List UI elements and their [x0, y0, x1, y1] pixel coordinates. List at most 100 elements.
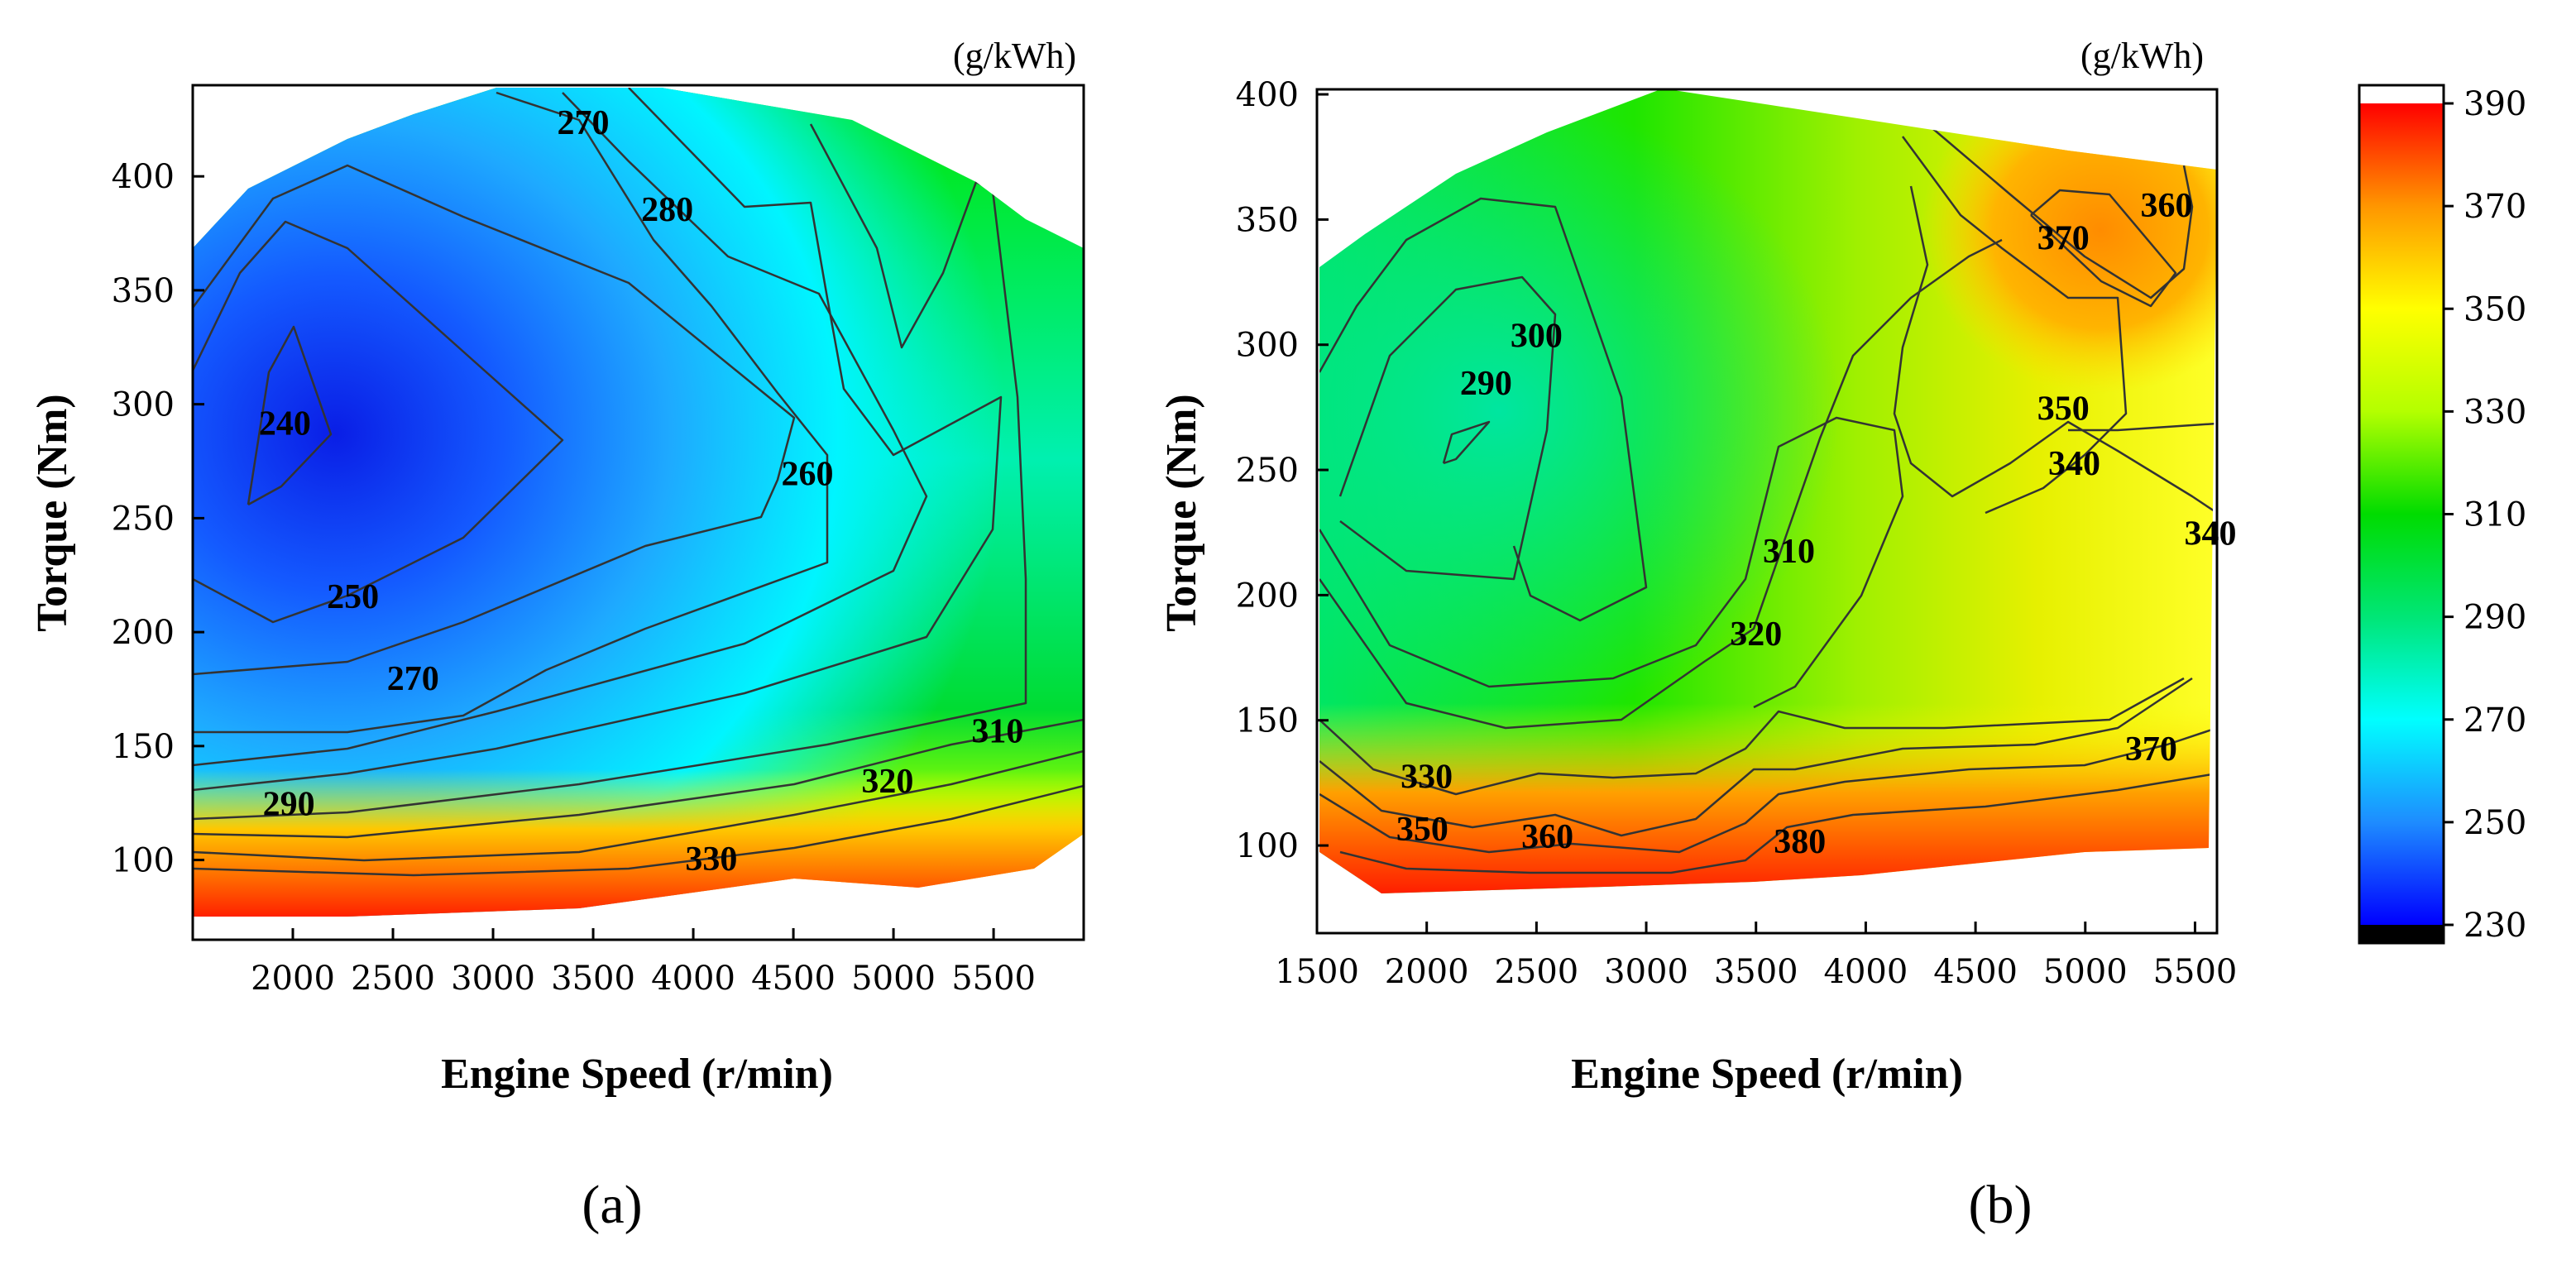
chart-b-unit-label: (g/kWh): [2080, 36, 2204, 76]
chart-a-x-tick-label: 3000: [451, 960, 535, 998]
chart-b-y-axis-label: Torque (Nm): [1158, 394, 1205, 631]
colorbar-gradient: [2359, 103, 2444, 925]
contour-b-340b: [2068, 422, 2217, 432]
colorbar-tick-label: 290: [2463, 599, 2526, 637]
contour-a-330: [193, 784, 1084, 877]
colorbar-tick-label: 310: [2463, 496, 2526, 534]
contour-b-350: [1901, 136, 2128, 515]
chart-a-y-tick-label: 300: [112, 386, 175, 424]
chart-b-x-tick-label: 2000: [1385, 953, 1469, 991]
contour-b-350b: [1319, 726, 2217, 854]
colorbar-underflow-low: [2359, 925, 2444, 943]
chart-b-frame: [1315, 88, 2219, 935]
chart-b-contour-labels: 360 370 300 290 350 340 340 310 320 330 370 350 360 3…: [1396, 187, 2237, 861]
chart-a-contour-label: 260: [782, 455, 834, 493]
chart-a-x-tick-label: 4000: [651, 960, 735, 998]
chart-a-x-tick-label: 5000: [851, 960, 936, 998]
chart-a-x-tick-label: 4500: [751, 960, 836, 998]
chart-a-x-tick-label: 2500: [351, 960, 435, 998]
colorbar-ticks: 390 370 350 330 310 290 270 250 230: [2444, 85, 2526, 945]
colorbar-overflow-high: [2359, 85, 2444, 103]
chart-b-x-tick-label: 4500: [1933, 953, 2018, 991]
chart-b-contour-label: 360: [1521, 818, 1573, 856]
chart-b-contour-label: 340: [2048, 445, 2100, 483]
colorbar-tick-label: 230: [2463, 907, 2526, 945]
chart-a-contour-label: 310: [971, 713, 1023, 751]
chart-b-y-tick-label: 250: [1236, 452, 1299, 490]
chart-b-contour-label: 350: [2037, 390, 2090, 428]
chart-a-x-tick-label: 3500: [551, 960, 635, 998]
chart-a-panel-label: (a): [582, 1175, 642, 1235]
chart-b-x-tick-label: 4000: [1824, 953, 1908, 991]
chart-b-x-tick-label: 1500: [1275, 953, 1359, 991]
chart-a-y-tick-label: 250: [112, 500, 175, 538]
colorbar-tick-label: 330: [2463, 393, 2526, 431]
chart-b-y-tick-label: 200: [1236, 577, 1299, 615]
contour-b-300: [1338, 275, 1557, 581]
colorbar-tick-label: 390: [2463, 85, 2526, 123]
chart-a-x-tick-label: 5500: [951, 960, 1036, 998]
chart-a-contour-labels: 270 280 240 260 250 270 310 320 290 330: [259, 104, 1024, 879]
chart-b-fill: [1319, 89, 2217, 893]
chart-a-y-tick-label: 150: [112, 728, 175, 766]
chart-b-x-axis-label: Engine Speed (r/min): [1571, 1051, 1963, 1098]
chart-a-fill-high-bsfc: [193, 769, 1084, 917]
contour-b-340c: [1319, 677, 2193, 837]
chart-a-y-tick-label: 200: [112, 614, 175, 652]
chart-a-fill: [193, 88, 1084, 917]
contour-a-280: [193, 92, 928, 767]
chart-b-contour-label: 310: [1763, 533, 1815, 571]
chart-b-x-tick-label: 2500: [1494, 953, 1578, 991]
colorbar-tick-label: 270: [2463, 702, 2526, 740]
chart-b-x-tick-label: 5500: [2153, 953, 2238, 991]
chart-b-panel-label: (b): [1969, 1175, 2033, 1235]
chart-a-y-tick-label: 400: [112, 158, 175, 196]
chart-a-contour-label: 290: [263, 786, 315, 824]
chart-b-contour-label: 330: [1401, 758, 1453, 796]
chart-b-x-tick-label: 3000: [1604, 953, 1688, 991]
chart-a-unit-label: (g/kWh): [953, 36, 1076, 76]
chart-b-y-tick-label: 350: [1236, 201, 1299, 239]
chart-b-y-tick-label: 100: [1236, 827, 1299, 865]
chart-a-contours: [193, 88, 1084, 877]
contour-b-360b: [1339, 772, 2217, 874]
chart-a-contour-label: 250: [327, 578, 379, 616]
chart-b-contour-label: 350: [1396, 811, 1448, 849]
chart-b-contour-label: 340: [2185, 515, 2237, 553]
chart-b-x-tick-label: 3500: [1714, 953, 1798, 991]
contour-b-290: [1442, 420, 1491, 465]
colorbar-tick-label: 350: [2463, 290, 2526, 328]
chart-a-x-ticks: 2000 2500 3000 3500 4000 4500 5000 5500: [251, 928, 1036, 998]
contour-b-340: [1893, 185, 2217, 515]
chart-a: 2000 2500 3000 3500 4000 4500 5000 5500 100 150 2…: [29, 36, 1085, 1235]
chart-a-contour-label: 320: [861, 763, 913, 801]
contour-b-310: [1319, 197, 1648, 622]
colorbar-tick-label: 250: [2463, 804, 2526, 842]
contour-b-330b: [1319, 677, 2185, 796]
chart-a-contour-label: 270: [557, 104, 609, 142]
contour-b-330: [1319, 238, 2003, 730]
chart-b-contour-label: 370: [2037, 220, 2090, 258]
contour-b-360: [1927, 123, 2194, 299]
chart-a-contour-label: 240: [259, 405, 311, 443]
chart-a-contour-label: 330: [685, 840, 737, 879]
chart-a-y-axis-label: Torque (Nm): [29, 394, 76, 631]
chart-b-y-tick-label: 150: [1236, 702, 1299, 740]
chart-b-x-ticks: 1500 2000 2500 3000 3500 4000 4500 5000 5500: [1275, 922, 2237, 991]
chart-a-x-tick-label: 2000: [251, 960, 335, 998]
chart-a-x-axis-label: Engine Speed (r/min): [441, 1051, 833, 1098]
chart-b-contour-label: 300: [1511, 318, 1563, 356]
contour-a-250: [193, 220, 564, 624]
contour-a-310: [193, 718, 1084, 839]
contour-a-320: [193, 749, 1084, 862]
chart-b-contours: [1319, 123, 2217, 874]
contour-a-290: [193, 88, 1003, 792]
chart-b-contour-label: 320: [1730, 615, 1782, 654]
chart-b-contour-label: 380: [1774, 823, 1826, 861]
contour-a-300: [193, 123, 1027, 821]
chart-a-contour-label: 270: [387, 660, 439, 698]
contour-b-320: [1319, 416, 1904, 709]
chart-b-y-tick-label: 400: [1236, 76, 1299, 114]
chart-b-contour-label: 360: [2140, 187, 2192, 225]
colorbar: 390 370 350 330 310 290 270 250 230: [2358, 84, 2526, 945]
